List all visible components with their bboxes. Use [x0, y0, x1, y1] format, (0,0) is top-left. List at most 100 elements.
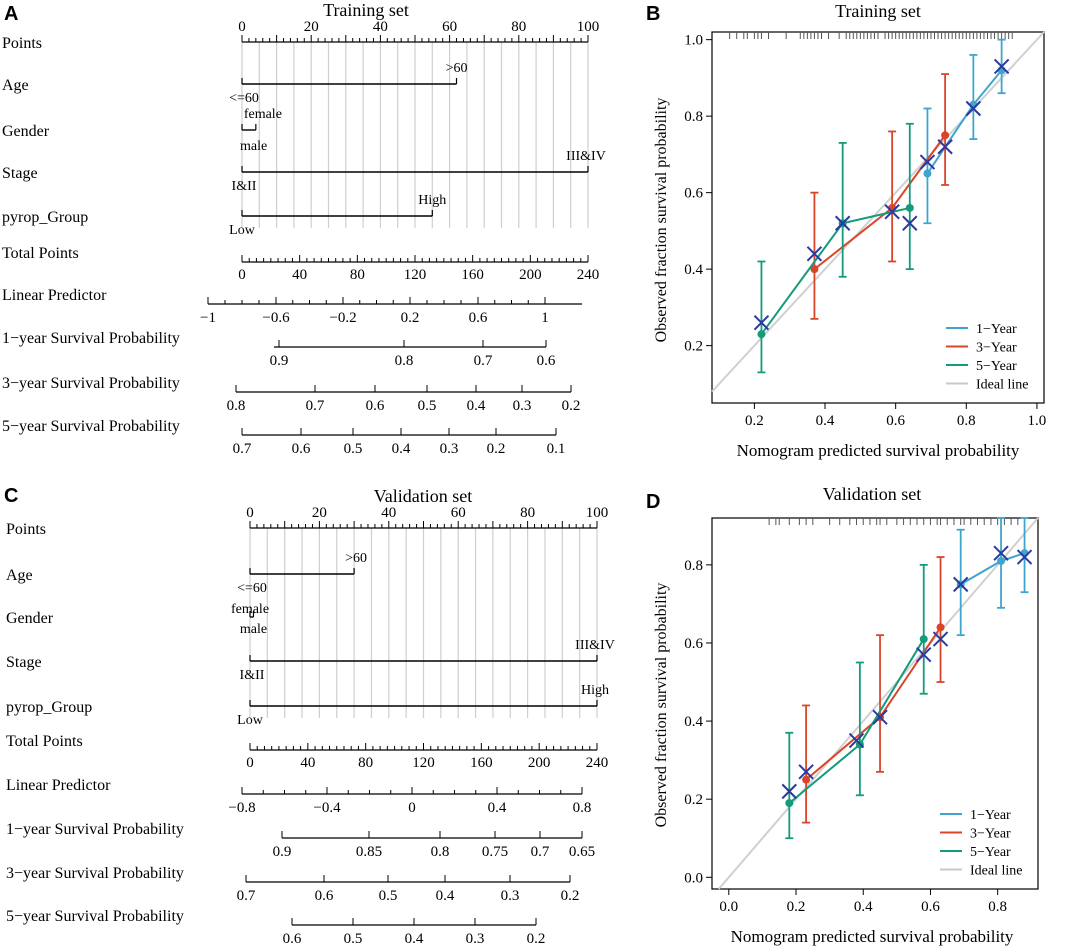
nomogram-title: Validation set: [374, 486, 472, 506]
row-label-survival-1: 1−year Survival Probability: [2, 330, 180, 347]
km-estimate-cross: [1016, 549, 1033, 565]
survival-tick-label: 0.8: [227, 398, 246, 414]
series-line: [960, 552, 1025, 586]
nomogram-validation: Validation set Points 0 20 40 60 80 100 Age <=60…: [6, 486, 615, 947]
row-label-total-points: Total Points: [6, 733, 83, 750]
survival-tick-label: 0.6: [366, 398, 385, 414]
linear-predictor-tick-label: 0.6: [469, 310, 488, 326]
linear-predictor-tick-label: 1: [541, 310, 549, 326]
total-points-tick-label: 200: [519, 267, 542, 283]
row-label-survival-2: 3−year Survival Probability: [2, 375, 180, 392]
survival-tick-label: 0.1: [547, 441, 566, 457]
variable-level-label: High: [418, 193, 446, 208]
km-estimate-cross: [848, 732, 865, 749]
survival-tick-label: 0.8: [395, 353, 414, 369]
km-estimate-cross: [884, 204, 900, 220]
points-tick-label: 80: [511, 19, 526, 35]
km-estimate-cross: [872, 709, 888, 725]
total-points-tick-label: 120: [404, 267, 427, 283]
linear-predictor-tick-label: 0: [408, 800, 416, 816]
survival-tick-label: 0.5: [344, 931, 363, 947]
survival-tick-label: 0.4: [392, 441, 411, 457]
x-tick-label: 0.0: [719, 899, 738, 915]
row-label-stage: Stage: [6, 654, 42, 671]
variable-level-label: >60: [446, 61, 468, 76]
row-label-age: Age: [6, 567, 33, 584]
row-label-pyropgroup: pyrop_Group: [2, 209, 88, 226]
ideal-line: [711, 31, 1045, 393]
survival-tick-label: 0.7: [531, 844, 550, 860]
total-points-tick-label: 160: [461, 267, 484, 283]
total-points-tick-label: 200: [528, 755, 551, 771]
y-axis-label: Observed fraction survival probability: [653, 98, 670, 343]
y-tick-label: 0.0: [684, 870, 703, 886]
variable-level-label: female: [231, 602, 269, 617]
variable-level-label: <=60: [229, 91, 259, 106]
y-tick-label: 0.8: [684, 109, 703, 125]
survival-tick-label: 0.6: [292, 441, 311, 457]
x-axis-label: Nomogram predicted survival probability: [737, 441, 1020, 460]
total-points-tick-label: 120: [412, 755, 435, 771]
points-tick-label: 0: [246, 505, 254, 521]
linear-predictor-tick-label: −0.4: [313, 800, 341, 816]
km-estimate-cross: [916, 646, 932, 663]
survival-tick-label: 0.2: [561, 888, 580, 904]
panel-letter-b: B: [646, 3, 660, 25]
panel-letter-c: C: [4, 485, 18, 507]
variable-level-label: III&IV: [566, 149, 606, 164]
points-tick-label: 20: [312, 505, 327, 521]
row-label-points: Points: [2, 35, 42, 52]
km-estimate-cross: [993, 545, 1009, 561]
survival-tick-label: 0.3: [513, 398, 532, 414]
survival-tick-label: 0.5: [344, 441, 363, 457]
data-point: [923, 169, 932, 178]
total-points-tick-label: 240: [577, 267, 600, 283]
panel-letter-d: D: [646, 491, 660, 513]
survival-tick-label: 0.6: [315, 888, 334, 904]
survival-tick-label: 0.2: [487, 441, 506, 457]
legend-label: 5−Year: [970, 845, 1011, 860]
total-points-tick-label: 80: [358, 755, 373, 771]
linear-predictor-tick-label: −0.6: [262, 310, 290, 326]
x-tick-label: 0.4: [816, 413, 835, 429]
km-estimate-cross: [753, 314, 770, 331]
km-estimate-cross: [798, 764, 814, 780]
legend-label: 3−Year: [970, 827, 1011, 842]
survival-tick-label: 0.6: [537, 353, 556, 369]
total-points-tick-label: 0: [246, 755, 254, 771]
row-label-survival-3: 5−year Survival Probability: [2, 418, 180, 435]
y-tick-label: 0.6: [684, 186, 703, 202]
panel-letter-a: A: [4, 3, 18, 25]
nomogram-title: Training set: [323, 0, 409, 20]
legend-label: Ideal line: [976, 378, 1028, 393]
variable-level-label: Low: [237, 713, 264, 728]
series-line: [813, 134, 946, 270]
variable-level-label: male: [240, 139, 267, 154]
points-tick-label: 60: [442, 19, 457, 35]
survival-tick-label: 0.4: [405, 931, 424, 947]
points-tick-label: 0: [238, 19, 246, 35]
variable-level-label: female: [244, 107, 282, 122]
survival-tick-label: 0.6: [283, 931, 302, 947]
y-tick-label: 0.8: [684, 558, 703, 574]
survival-tick-label: 0.2: [562, 398, 581, 414]
survival-tick-label: 0.3: [466, 931, 485, 947]
linear-predictor-tick-label: −0.8: [228, 800, 255, 816]
km-estimate-cross: [902, 215, 918, 231]
x-tick-label: 0.8: [988, 899, 1007, 915]
survival-tick-label: 0.9: [273, 844, 292, 860]
km-estimate-cross: [781, 783, 798, 800]
y-axis-label: Observed fraction survival probability: [653, 583, 670, 828]
km-estimate-cross: [834, 215, 851, 231]
survival-tick-label: 0.7: [237, 888, 256, 904]
survival-tick-label: 0.75: [482, 844, 508, 860]
legend-label: 5−Year: [976, 359, 1017, 374]
legend-label: Ideal line: [970, 864, 1022, 879]
linear-predictor-tick-label: −1: [200, 310, 216, 326]
x-axis-label: Nomogram predicted survival probability: [731, 927, 1014, 946]
total-points-tick-label: 0: [238, 267, 246, 283]
row-label-gender: Gender: [2, 123, 50, 140]
row-label-total-points: Total Points: [2, 245, 79, 262]
variable-level-label: >60: [345, 551, 367, 566]
survival-tick-label: 0.3: [501, 888, 520, 904]
